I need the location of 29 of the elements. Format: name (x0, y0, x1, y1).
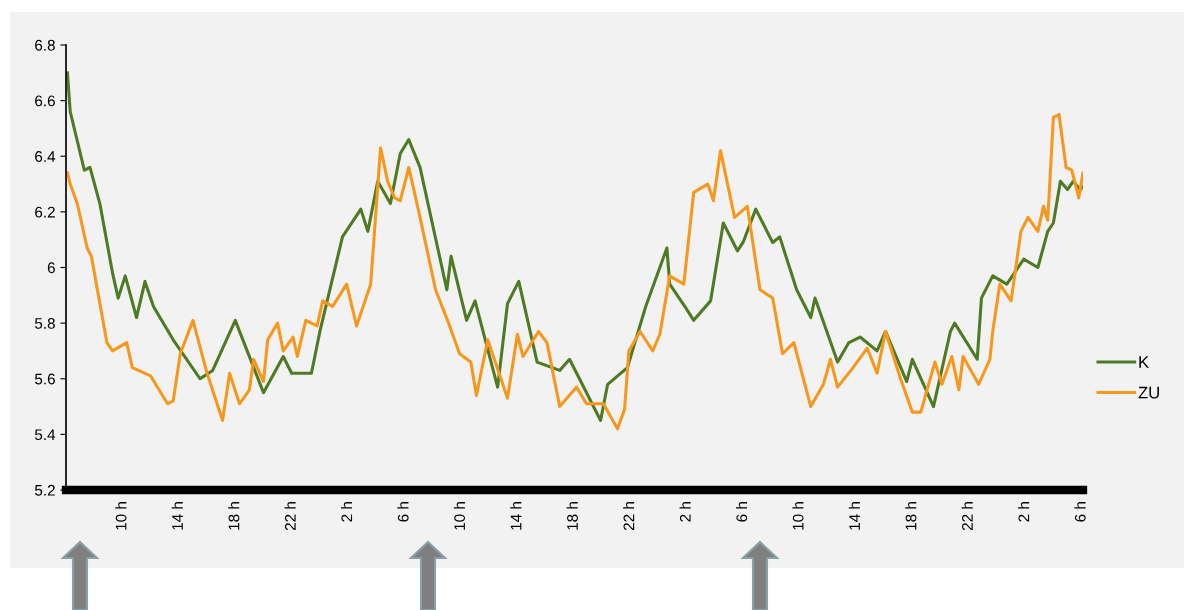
x-tick-label: 6 h (1074, 502, 1086, 522)
x-tick-label: 6 h (735, 502, 748, 522)
x-tick-label: 2 h (340, 502, 353, 522)
y-tick-label: 6.4 (35, 151, 56, 162)
x-tick-label: 2 h (1018, 502, 1030, 522)
y-tick-label: 6 (47, 262, 55, 274)
x-tick-label: 22 h (961, 502, 973, 531)
y-tick-label: 5.2 (34, 484, 55, 496)
x-tick-label: 14 h (848, 502, 860, 530)
y-tick-label: 6.8 (35, 39, 55, 51)
x-tick-label: 18 h (228, 502, 240, 530)
y-tick-label: 6.6 (35, 95, 55, 107)
x-tick-label: 14 h (171, 502, 183, 530)
y-tick-label: 5.8 (34, 317, 55, 329)
x-tick-label: 10 h (792, 502, 804, 530)
y-tick-label: 6.2 (35, 206, 55, 218)
x-tick-label: 2 h (679, 502, 691, 522)
x-tick-label: 22 h (623, 502, 635, 531)
y-tick-label: 5.6 (34, 373, 55, 385)
x-tick-label: 10 h (453, 502, 466, 530)
x-tick-label: 22 h (284, 502, 296, 531)
legend-label: ZU (1138, 386, 1159, 399)
x-tick-label: 18 h (905, 502, 917, 530)
x-tick-label: 18 h (566, 502, 578, 530)
x-tick-label: 6 h (397, 502, 409, 522)
legend-label: K (1139, 356, 1149, 368)
y-tick-label: 5.4 (34, 429, 56, 441)
x-tick-label: 10 h (115, 502, 127, 530)
x-tick-label: 14 h (510, 502, 522, 530)
